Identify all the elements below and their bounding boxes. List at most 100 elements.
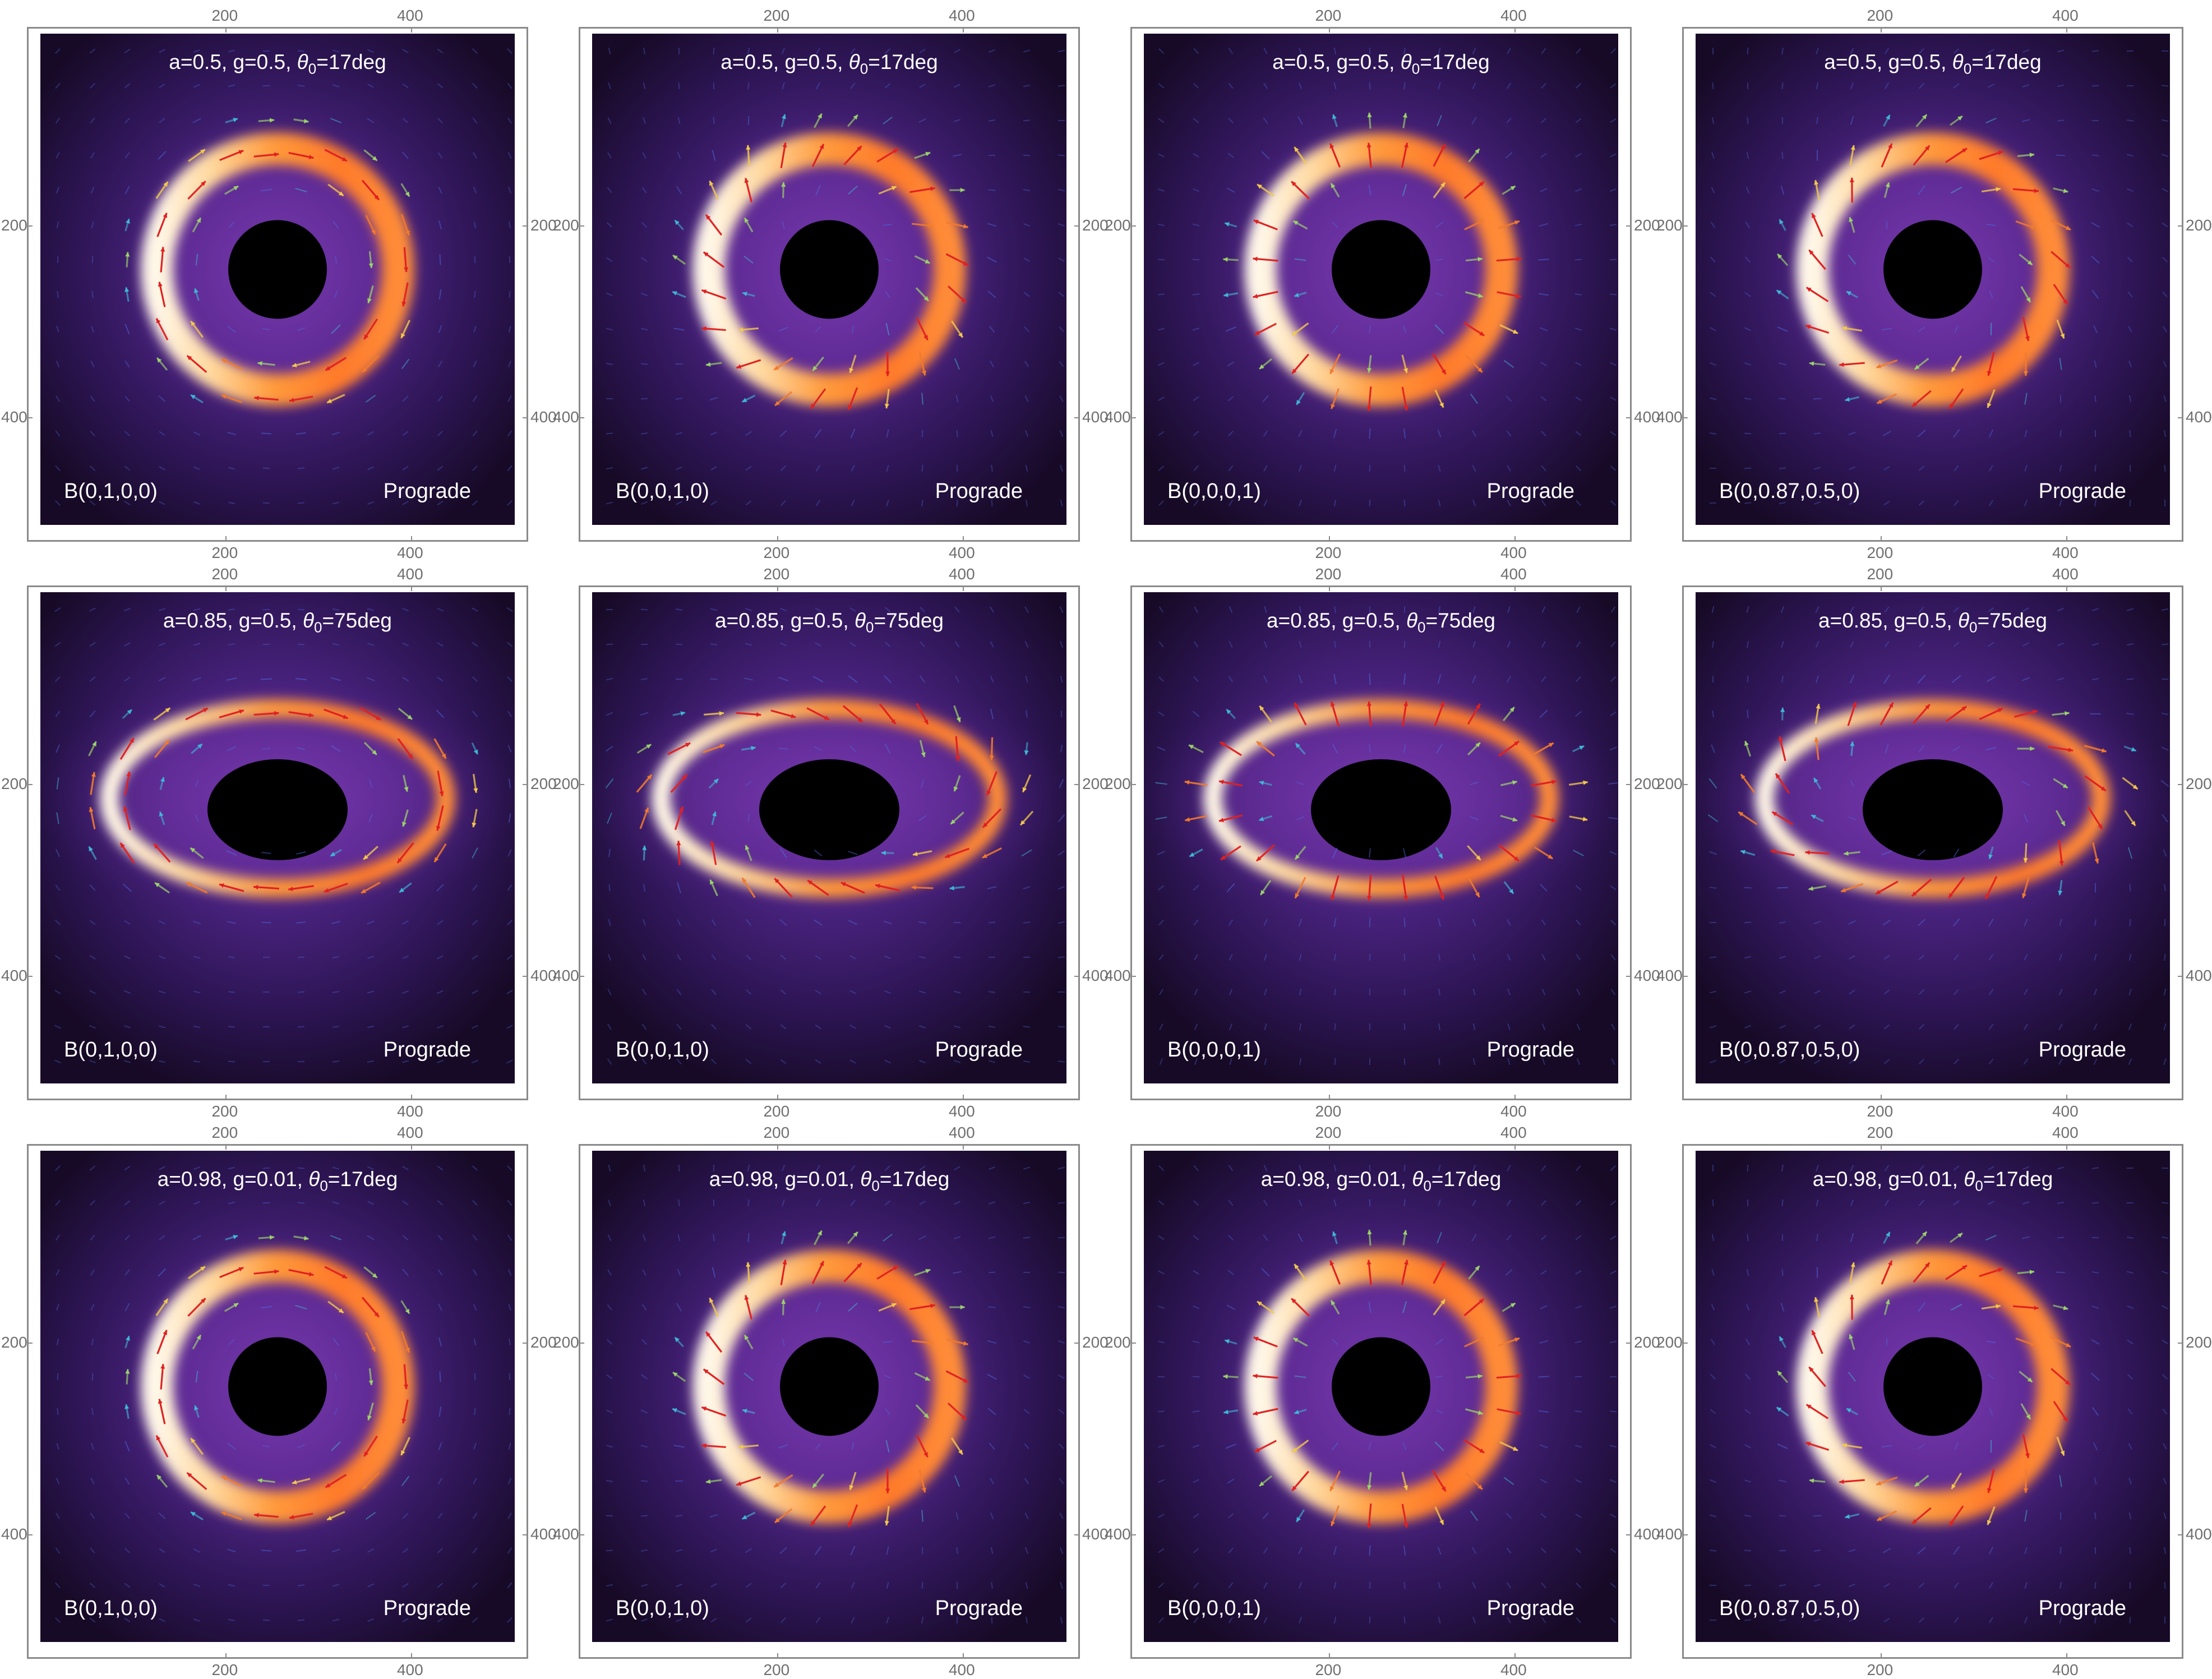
x-tick-mark (777, 27, 778, 33)
direction-label: Prograde (1487, 1038, 1574, 1062)
inclination-value: 75deg (1438, 609, 1495, 632)
polarization-vector (989, 155, 995, 156)
x-tick-label-top: 200 (763, 1124, 789, 1142)
x-tick-label-bottom: 200 (1867, 544, 1893, 562)
spin-value: 0.85 (187, 609, 227, 632)
coupling-value: 0.5 (809, 50, 837, 73)
x-tick-mark (963, 1653, 964, 1659)
x-tick-label-top: 200 (1315, 7, 1341, 25)
coupling-value: 0.5 (814, 609, 843, 632)
y-tick-label-left: 200 (553, 1334, 579, 1351)
polarization-vector (228, 1061, 235, 1062)
x-tick-label-bottom: 400 (397, 1661, 423, 1679)
y-tick-label-left: 400 (1, 1525, 27, 1543)
polarization-vector (1747, 676, 1748, 682)
y-tick-mark (1626, 1534, 1632, 1535)
y-tick-mark (579, 976, 584, 977)
polarization-vector (676, 679, 682, 680)
y-tick-mark (1682, 1343, 1688, 1344)
spin-value: 0.85 (1842, 609, 1882, 632)
y-tick-mark (1682, 784, 1688, 785)
polarization-vector (641, 1481, 648, 1482)
field-label: B(0,0.87,0.5,0) (1719, 479, 1860, 504)
x-tick-mark (1514, 536, 1516, 542)
x-tick-mark (411, 536, 412, 542)
y-tick-mark (1130, 976, 1136, 977)
y-tick-mark (1682, 225, 1688, 227)
x-tick-mark (2066, 536, 2067, 542)
polarization-vector (1369, 674, 1370, 685)
intensity-image (592, 1151, 1066, 1642)
x-tick-mark (777, 1095, 778, 1100)
panel-title: a=0.85, g=0.5, θ0=75deg (1696, 609, 2170, 636)
polarization-vector (2056, 1272, 2065, 1273)
x-tick-mark (963, 1095, 964, 1100)
x-tick-mark (1514, 1144, 1516, 1150)
y-tick-label-left: 200 (1656, 1334, 1683, 1351)
field-label: B(0,0,1,0) (616, 1038, 709, 1062)
x-tick-label-top: 200 (763, 565, 789, 583)
inclination-value: 17deg (329, 50, 386, 73)
polarization-vector (1610, 1411, 1617, 1412)
x-tick-mark (411, 1095, 412, 1100)
polarization-vector (989, 922, 995, 923)
coupling-value: 0.5 (1360, 50, 1389, 73)
y-tick-label-left: 200 (553, 216, 579, 234)
x-tick-mark (777, 585, 778, 591)
polarization-vector (298, 957, 304, 958)
x-tick-mark (1329, 1144, 1330, 1150)
x-tick-label-top: 400 (949, 1124, 975, 1142)
black-hole-shadow (1311, 759, 1451, 860)
x-tick-mark (225, 1653, 227, 1659)
y-tick-mark (27, 784, 33, 785)
direction-label: Prograde (384, 1597, 471, 1621)
y-tick-mark (523, 784, 528, 785)
polarization-vector (2127, 679, 2134, 680)
coupling-value: 0.01 (809, 1168, 849, 1191)
y-tick-label-right: 400 (2186, 1525, 2212, 1543)
inclination-value: 17deg (1995, 1168, 2053, 1191)
y-tick-mark (523, 976, 528, 977)
x-tick-label-bottom: 200 (763, 544, 789, 562)
polarization-vector (263, 1620, 270, 1621)
y-tick-mark (27, 1343, 33, 1344)
polarization-vector (57, 291, 58, 298)
black-hole-shadow (780, 1337, 879, 1436)
polarization-vector (713, 1234, 714, 1242)
x-tick-mark (225, 1095, 227, 1100)
polarization-vector (1158, 1411, 1165, 1412)
y-tick-mark (2178, 417, 2183, 418)
y-tick-label-left: 200 (553, 775, 579, 793)
x-tick-mark (2066, 585, 2067, 591)
y-tick-label-left: 200 (1656, 216, 1683, 234)
panel-title: a=0.5, g=0.5, θ0=17deg (1144, 50, 1618, 77)
x-tick-label-top: 200 (1315, 1124, 1341, 1142)
polarization-vector (606, 1550, 613, 1551)
x-tick-label-bottom: 400 (2052, 1661, 2079, 1679)
intensity-image (592, 592, 1066, 1083)
x-tick-mark (777, 1144, 778, 1150)
polarization-vector (954, 922, 960, 923)
polarization-vector (298, 644, 304, 645)
spin-value: 0.85 (1290, 609, 1331, 632)
y-tick-mark (1074, 225, 1080, 227)
black-hole-shadow (1332, 220, 1430, 319)
polarization-vector (1712, 1200, 1713, 1206)
inclination-value: 17deg (1443, 1168, 1501, 1191)
direction-label: Prograde (935, 479, 1023, 504)
y-tick-mark (579, 784, 584, 785)
polarization-vector (1334, 1058, 1335, 1065)
y-tick-label-left: 400 (553, 1525, 579, 1543)
inclination-value: 75deg (334, 609, 392, 632)
y-tick-mark (523, 225, 528, 227)
x-tick-label-top: 200 (1867, 7, 1893, 25)
x-tick-label-bottom: 200 (211, 1103, 238, 1120)
black-hole-shadow (228, 1337, 327, 1436)
polarization-vector (1023, 120, 1030, 121)
x-tick-label-bottom: 400 (949, 1103, 975, 1120)
